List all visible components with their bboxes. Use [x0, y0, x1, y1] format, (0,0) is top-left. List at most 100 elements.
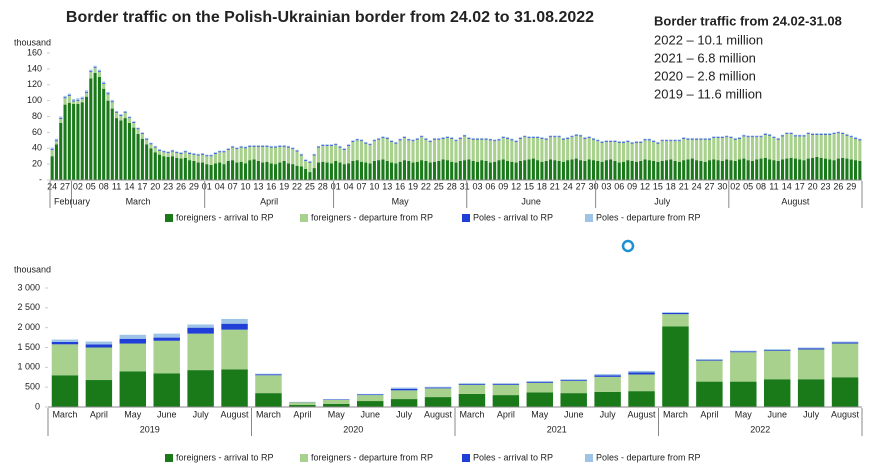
bar-segment — [703, 137, 707, 139]
bar-segment — [209, 155, 213, 157]
bar-segment — [823, 158, 828, 180]
bar-segment — [334, 144, 338, 146]
bar-segment — [677, 141, 681, 162]
bar-segment — [110, 101, 114, 103]
bar-segment — [763, 349, 791, 350]
bar-segment — [243, 148, 248, 164]
bar-segment — [484, 160, 488, 180]
bar-segment — [175, 157, 179, 180]
bar-segment — [115, 118, 119, 180]
bar-segment — [617, 162, 621, 180]
x-tick-label: 02 — [73, 181, 83, 191]
bar-segment — [162, 151, 166, 153]
x-tick-label: August — [628, 409, 657, 419]
bar-segment — [574, 158, 578, 180]
bar-segment — [548, 137, 553, 160]
bar-segment — [351, 160, 355, 180]
bar-segment — [699, 139, 703, 161]
bar-segment — [574, 133, 578, 135]
bar-segment — [811, 134, 815, 158]
legend-label: Poles - arrival to RP — [473, 212, 553, 222]
bar-segment — [196, 155, 200, 163]
bar-segment — [356, 393, 384, 395]
bar-segment — [209, 154, 213, 156]
bar-segment — [759, 158, 763, 180]
y-tick-label: 2 000 — [17, 322, 40, 332]
bar-segment — [289, 402, 316, 406]
bar-segment — [179, 152, 183, 154]
bar-segment — [828, 159, 832, 180]
bar-segment — [394, 143, 398, 164]
bar-segment — [59, 118, 63, 123]
y-tick-label: 0 — [35, 401, 40, 411]
bar-segment — [729, 160, 733, 180]
bar-segment — [89, 72, 93, 79]
bar-segment — [385, 160, 389, 180]
bar-segment — [493, 141, 497, 162]
bar-segment — [677, 139, 681, 141]
bar-segment — [269, 146, 273, 148]
bar-segment — [591, 160, 596, 180]
bar-segment — [806, 133, 810, 159]
bar-segment — [467, 137, 471, 139]
bar-segment — [523, 137, 527, 161]
bar-segment — [93, 72, 97, 180]
bar-segment — [221, 369, 248, 407]
x-tick-label: 30 — [717, 181, 727, 191]
bar-segment — [127, 118, 132, 123]
bar-segment — [656, 142, 660, 144]
bar-segment — [295, 151, 299, 166]
bar-segment — [385, 137, 389, 139]
bar-segment — [445, 136, 449, 138]
bar-segment — [188, 153, 192, 154]
bar-segment — [548, 159, 553, 180]
bar-segment — [815, 133, 819, 134]
legend-label: foreigners - departure from RP — [311, 452, 433, 462]
bar-segment — [656, 143, 660, 162]
bar-segment — [274, 146, 278, 148]
bar-segment — [811, 157, 815, 180]
bar-segment — [750, 136, 754, 138]
bar-segment — [106, 91, 110, 94]
x-tick-label: 24 — [563, 181, 573, 191]
bar-segment — [153, 145, 157, 147]
x-tick-label: 23 — [820, 181, 830, 191]
bar-segment — [355, 140, 359, 161]
bar-segment — [445, 160, 449, 180]
bar-segment — [664, 139, 669, 141]
bar-segment — [832, 133, 836, 134]
bar-segment — [136, 128, 140, 130]
bar-segment — [359, 141, 364, 162]
bar-segment — [772, 136, 776, 138]
bar-segment — [716, 137, 720, 161]
x-tick-label: 06 — [485, 181, 495, 191]
bar-segment — [368, 163, 372, 180]
bar-segment — [415, 138, 419, 140]
bar-segment — [255, 375, 282, 394]
x-tick-label: May — [328, 409, 346, 419]
bar-segment — [218, 151, 222, 153]
bar-segment — [428, 162, 432, 180]
bar-segment — [725, 159, 729, 180]
bar-segment — [235, 148, 239, 150]
bar-segment — [59, 118, 63, 119]
bar-segment — [622, 141, 626, 143]
x-tick-label: June — [564, 409, 584, 419]
bar-segment — [235, 147, 239, 149]
bar-segment — [696, 359, 723, 360]
bar-segment — [617, 142, 621, 163]
bar-segment — [76, 99, 80, 101]
y-tick-label: 1 000 — [17, 362, 40, 372]
bar-segment — [725, 135, 729, 137]
bar-segment — [162, 156, 166, 180]
bar-segment — [123, 111, 127, 113]
bar-segment — [634, 141, 638, 143]
x-tick-label: 21 — [679, 181, 689, 191]
summary-line: 2022 – 10.1 million — [654, 32, 763, 47]
bar-segment — [682, 137, 686, 138]
x-tick-label: 19 — [279, 181, 289, 191]
bar-segment — [252, 145, 256, 147]
bar-segment — [274, 147, 278, 165]
bar-segment — [560, 380, 587, 394]
bar-segment — [325, 144, 329, 146]
